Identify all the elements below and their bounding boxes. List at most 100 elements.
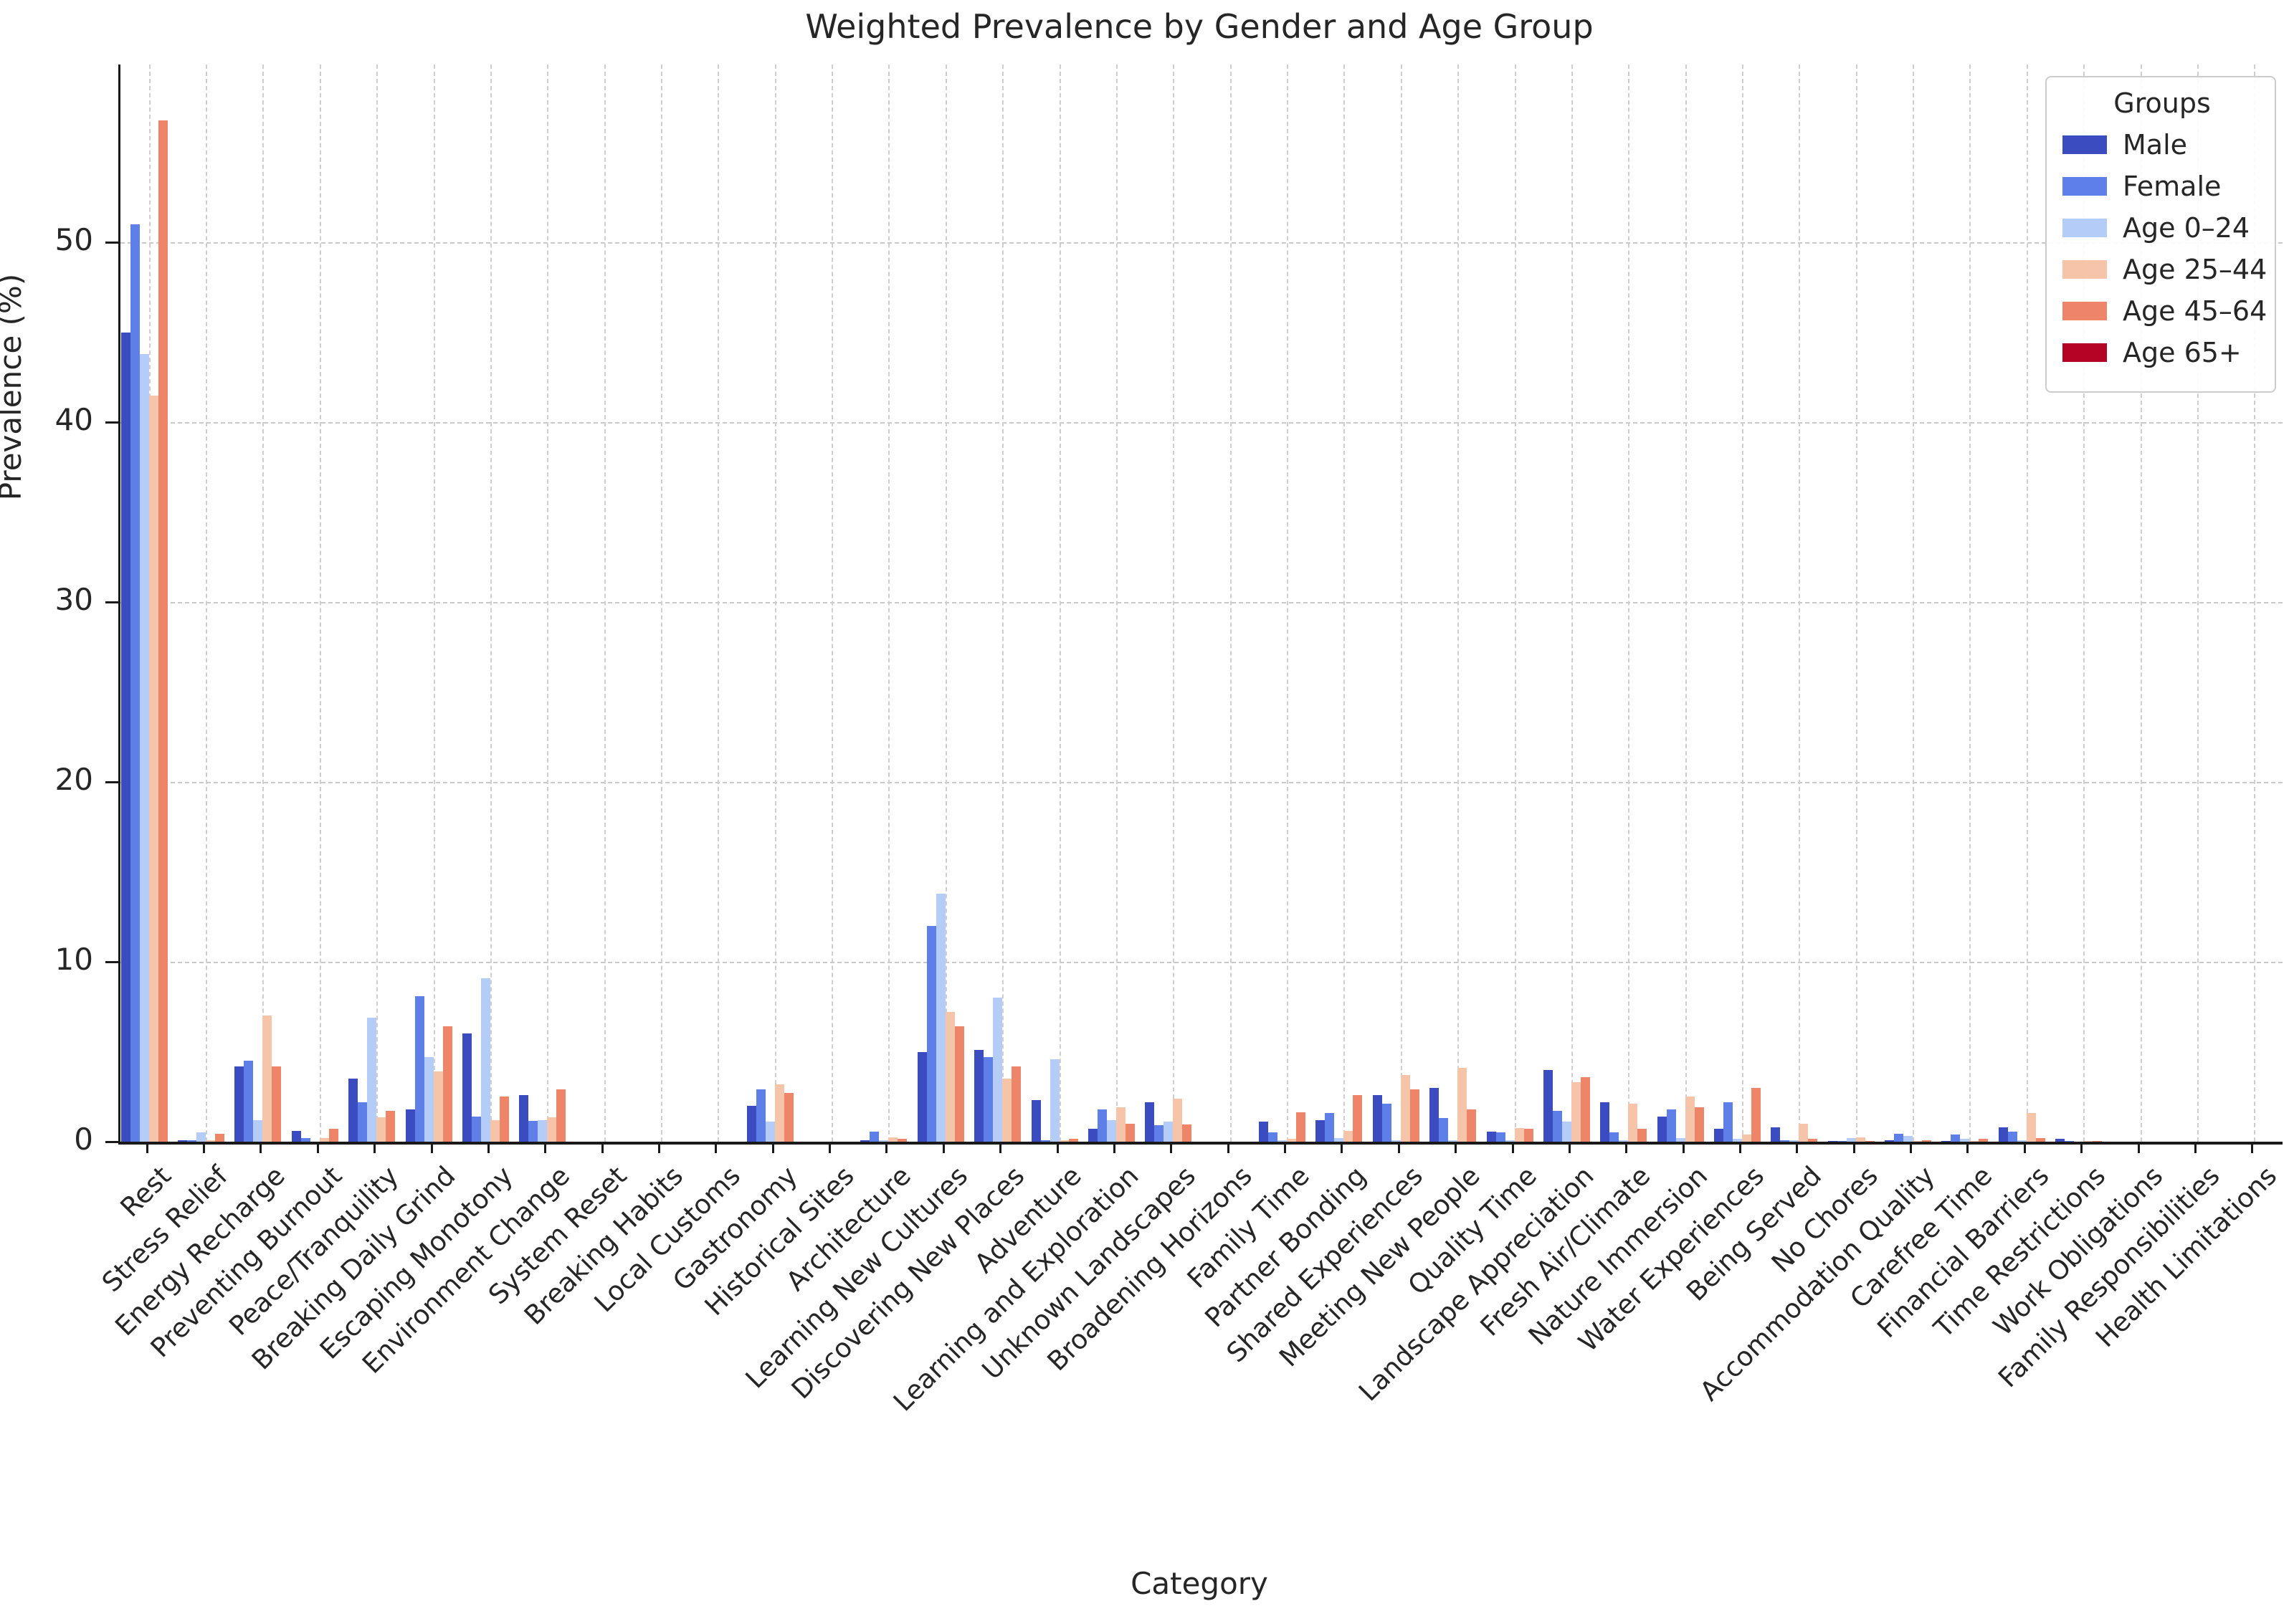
bar-age-0–24 bbox=[1448, 1140, 1458, 1142]
x-tick-mark bbox=[544, 1143, 547, 1153]
bar-age-25–44 bbox=[433, 1071, 443, 1142]
bar-age-0–24 bbox=[1106, 1119, 1116, 1142]
bar-age-45–64 bbox=[1865, 1140, 1875, 1142]
bar-male bbox=[178, 1140, 188, 1142]
bar-age-45–64 bbox=[215, 1133, 225, 1142]
x-tick-mark bbox=[1739, 1143, 1741, 1153]
bar-age-45–64 bbox=[1353, 1094, 1363, 1142]
legend-item: Male bbox=[2062, 129, 2262, 161]
v-gridline bbox=[1115, 65, 1118, 1142]
bar-age-45–64 bbox=[1409, 1089, 1419, 1142]
bar-age-25–44 bbox=[1400, 1075, 1410, 1142]
x-tick-mark bbox=[487, 1143, 490, 1153]
v-gridline bbox=[1457, 65, 1460, 1142]
legend-item: Age 45–64 bbox=[2062, 295, 2267, 327]
x-tick-mark bbox=[2137, 1143, 2140, 1153]
bar-male bbox=[1031, 1100, 1041, 1142]
bar-age-25–44 bbox=[1287, 1139, 1297, 1142]
bar-age-0–24 bbox=[1789, 1140, 1799, 1142]
v-gridline bbox=[433, 65, 435, 1142]
bar-male bbox=[1145, 1102, 1155, 1142]
bar-age-25–44 bbox=[1685, 1097, 1695, 1142]
bar-age-45–64 bbox=[954, 1026, 964, 1142]
bar-age-25–44 bbox=[1742, 1134, 1751, 1142]
bar-female bbox=[471, 1116, 481, 1142]
bar-age-45–64 bbox=[1467, 1109, 1477, 1142]
v-gridline bbox=[319, 65, 321, 1142]
bar-age-25–44 bbox=[1059, 1140, 1069, 1142]
v-gridline bbox=[1799, 65, 1801, 1142]
x-tick-mark bbox=[658, 1143, 660, 1153]
bar-female bbox=[244, 1061, 254, 1142]
bar-age-45–64 bbox=[272, 1066, 282, 1142]
bar-female bbox=[1325, 1112, 1335, 1142]
bar-male bbox=[860, 1140, 870, 1142]
v-gridline bbox=[262, 65, 265, 1142]
x-tick-mark bbox=[1511, 1143, 1514, 1153]
bar-female bbox=[1723, 1102, 1733, 1142]
v-gridline bbox=[1913, 65, 1915, 1142]
bar-age-45–64 bbox=[1523, 1129, 1533, 1142]
bar-male bbox=[234, 1066, 244, 1142]
legend-items: Male Female Age 0–24 Age 25–44 Age 45–64 Age … bbox=[2057, 129, 2267, 368]
bar-male bbox=[1372, 1094, 1382, 1142]
bar-age-25–44 bbox=[2083, 1140, 2093, 1142]
bar-age-45–64 bbox=[1637, 1129, 1647, 1142]
legend-item: Female bbox=[2062, 171, 2262, 202]
v-gridline bbox=[490, 65, 492, 1142]
y-tick-mark bbox=[105, 1141, 118, 1143]
bar-age-0–24 bbox=[2017, 1140, 2027, 1142]
bar-female bbox=[130, 224, 140, 1142]
bar-age-25–44 bbox=[490, 1119, 500, 1142]
bar-male bbox=[519, 1094, 529, 1142]
bar-age-45–64 bbox=[1580, 1076, 1590, 1142]
bar-age-25–44 bbox=[1173, 1098, 1183, 1142]
y-tick-label: 50 bbox=[54, 222, 93, 258]
bar-age-0–24 bbox=[1846, 1137, 1856, 1142]
bar-male bbox=[746, 1105, 756, 1142]
legend-label: Age 45–64 bbox=[2123, 295, 2267, 327]
bar-age-45–64 bbox=[784, 1093, 794, 1142]
x-tick-mark bbox=[1682, 1143, 1685, 1153]
bar-male bbox=[405, 1109, 415, 1142]
bar-age-45–64 bbox=[1979, 1139, 1989, 1142]
x-tick-mark bbox=[999, 1143, 1002, 1153]
bar-age-25–44 bbox=[319, 1137, 329, 1142]
x-tick-mark bbox=[1625, 1143, 1628, 1153]
x-tick-mark bbox=[2194, 1143, 2197, 1153]
bar-age-0–24 bbox=[879, 1140, 889, 1142]
bar-age-0–24 bbox=[1505, 1140, 1515, 1142]
bar-age-25–44 bbox=[148, 395, 158, 1142]
bar-female bbox=[414, 995, 424, 1142]
bar-female bbox=[1666, 1109, 1676, 1142]
bar-age-0–24 bbox=[480, 978, 490, 1142]
x-tick-mark bbox=[203, 1143, 206, 1153]
v-gridline bbox=[888, 65, 890, 1142]
x-tick-mark bbox=[2080, 1143, 2083, 1153]
legend-swatch bbox=[2062, 135, 2107, 154]
bar-age-25–44 bbox=[1969, 1140, 1979, 1142]
bar-female bbox=[1097, 1109, 1107, 1142]
bar-age-25–44 bbox=[1799, 1123, 1809, 1142]
y-tick-mark bbox=[105, 421, 118, 424]
bar-age-25–44 bbox=[1913, 1140, 1923, 1142]
bar-male bbox=[1486, 1132, 1496, 1142]
y-tick-mark bbox=[105, 242, 118, 244]
x-tick-mark bbox=[601, 1143, 604, 1153]
bar-male bbox=[291, 1130, 301, 1142]
bar-female bbox=[187, 1140, 197, 1142]
v-gridline bbox=[1514, 65, 1516, 1142]
bar-age-45–64 bbox=[499, 1097, 509, 1142]
y-tick-label: 10 bbox=[54, 942, 93, 978]
legend: Groups Male Female Age 0–24 Age 25–44 Age 45… bbox=[2045, 76, 2276, 393]
bar-age-45–64 bbox=[898, 1139, 908, 1142]
bar-age-45–64 bbox=[1182, 1124, 1192, 1142]
x-tick-mark bbox=[1284, 1143, 1287, 1153]
bar-age-0–24 bbox=[1050, 1059, 1060, 1142]
v-gridline bbox=[1229, 65, 1232, 1142]
bar-age-0–24 bbox=[367, 1017, 377, 1142]
x-tick-mark bbox=[771, 1143, 774, 1153]
bar-age-45–64 bbox=[2035, 1137, 2045, 1142]
v-gridline bbox=[1969, 65, 1971, 1142]
y-tick-label: 40 bbox=[54, 402, 93, 438]
